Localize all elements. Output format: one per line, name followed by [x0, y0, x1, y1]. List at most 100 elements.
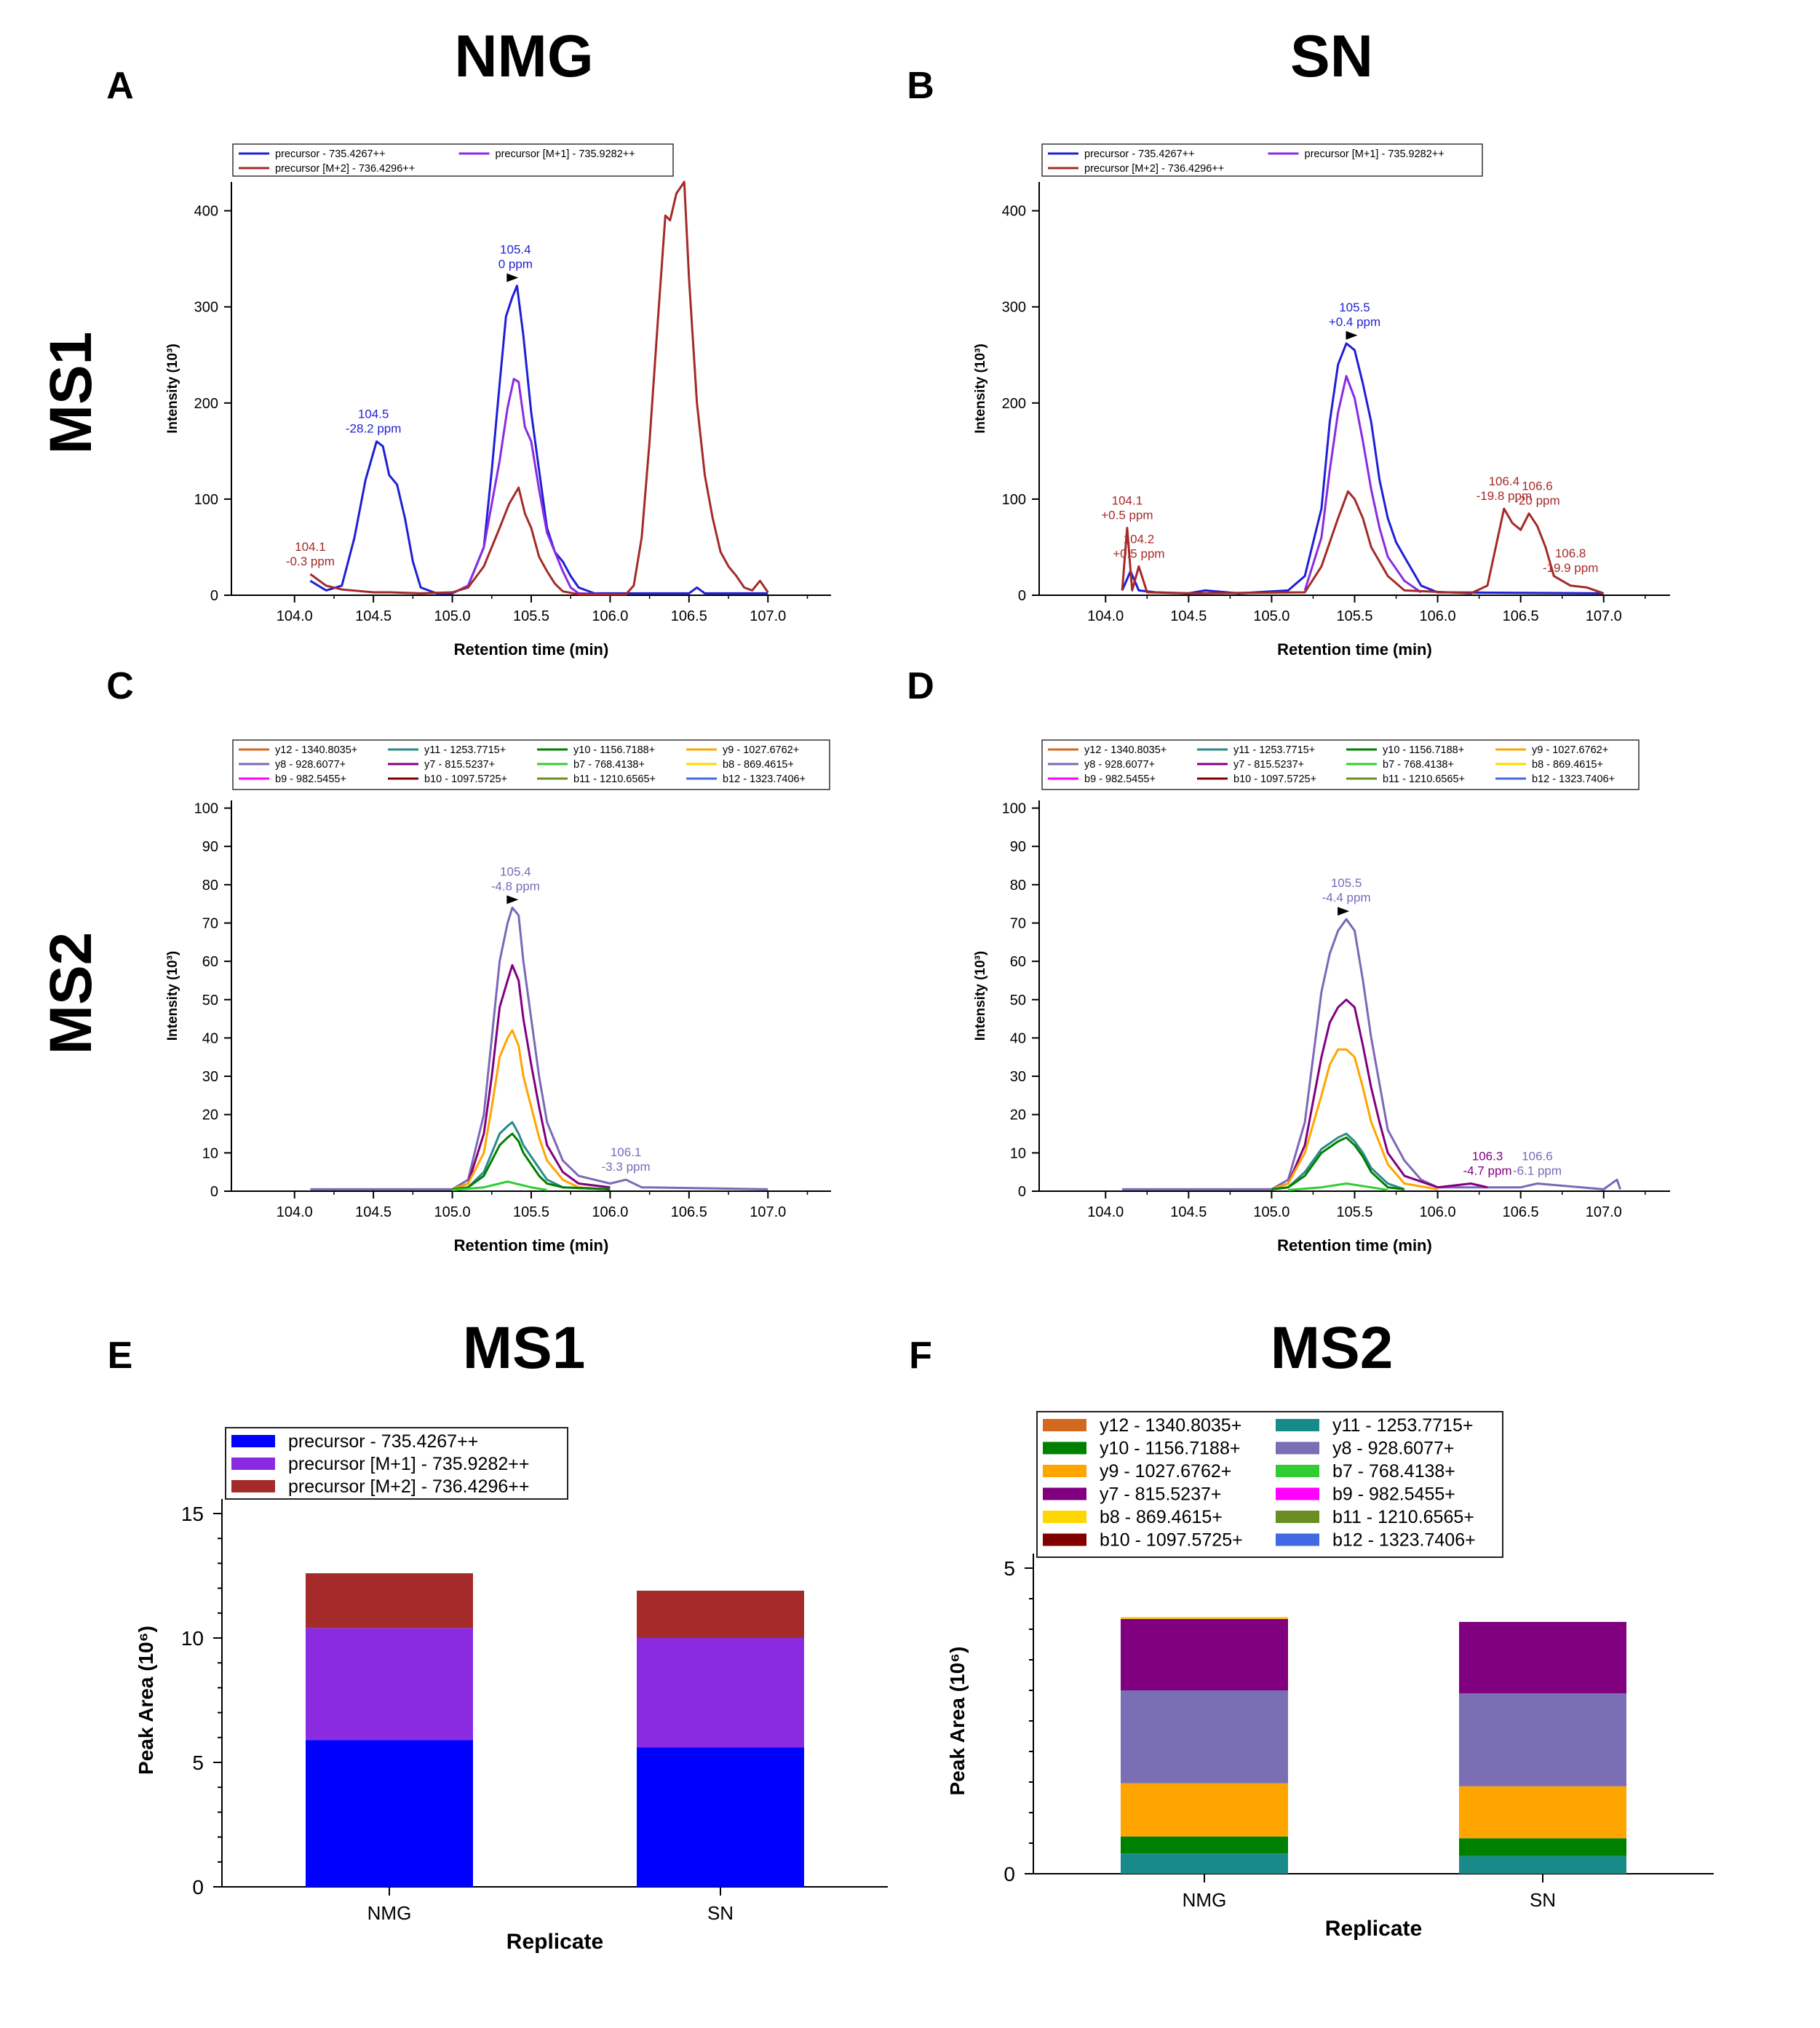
legend-label: b7 - 768.4138+: [1332, 1461, 1455, 1482]
legend-swatch: [1043, 1419, 1086, 1431]
legend-label: precursor [M+2] - 736.4296++: [288, 1476, 529, 1497]
legend-box: [1036, 1411, 1503, 1558]
series-line: [1271, 1132, 1405, 1190]
annotation-rt: 106.3: [1472, 1149, 1503, 1163]
panel-letter-e: E: [108, 1335, 133, 1377]
legend-swatch: [1276, 1419, 1319, 1431]
legend-label: y12 - 1340.8035+: [1100, 1415, 1241, 1436]
y-tick-label: 100: [1002, 801, 1026, 817]
chart-f: 0 5 NMG SN Replicate Peak Area (10⁶) y12 - 134…: [946, 1411, 1714, 1941]
series-line: [452, 963, 611, 1190]
legend-label: b11 - 1210.6565+: [1383, 774, 1465, 785]
y-tick-label: 60: [1010, 954, 1026, 970]
y-tick-label: 20: [1010, 1108, 1026, 1124]
y-tick-label: 400: [194, 204, 218, 220]
bottom-title-ms1: MS1: [463, 1315, 586, 1381]
chart-a: 104.0 104.5 105.0 105.5 106.0 106.5 107.0 0 100 2…: [165, 143, 831, 659]
x-tick-label: 106.5: [671, 1204, 707, 1220]
legend-swatch: [1043, 1442, 1086, 1455]
legend-label: y11 - 1253.7715+: [1332, 1415, 1473, 1436]
bar-segment: [306, 1740, 473, 1887]
legend-label: b8 - 869.4615+: [1532, 759, 1603, 771]
annotation-rt: 106.6: [1522, 1149, 1553, 1163]
annotation-rt: 105.5: [1339, 301, 1370, 314]
y-tick-label: 70: [1010, 915, 1026, 931]
legend-label: y7 - 815.5237+: [424, 759, 495, 771]
bar-segment: [306, 1573, 473, 1629]
bar-segment: [637, 1747, 804, 1887]
legend-swatch: [1276, 1465, 1319, 1477]
bar-segment: [1459, 1786, 1626, 1839]
annotation-ppm: -6.1 ppm: [1513, 1164, 1562, 1177]
peak-marker: [1338, 907, 1350, 916]
y-tick-label: 10: [181, 1627, 204, 1650]
panel-letter-a: A: [106, 65, 134, 107]
x-tick-label: SN: [1530, 1889, 1556, 1911]
x-tick-label: 104.5: [355, 608, 392, 624]
x-tick-label: 107.0: [750, 608, 786, 624]
y-tick-label: 80: [1010, 878, 1026, 894]
y-tick-label: 10: [202, 1145, 218, 1161]
legend-label: y7 - 815.5237+: [1233, 759, 1304, 771]
annotation-ppm: -3.3 ppm: [602, 1160, 651, 1174]
annotation-rt: 106.6: [1522, 480, 1553, 493]
x-tick-label: 107.0: [1586, 1204, 1622, 1220]
series-line: [1121, 342, 1604, 595]
annotation-ppm: -19.8 ppm: [1477, 489, 1533, 503]
x-tick-label: 104.5: [1170, 608, 1207, 624]
series-line: [1303, 375, 1422, 594]
annotation-rt: 104.2: [1124, 532, 1155, 546]
x-axis-label: Retention time (min): [1277, 640, 1432, 659]
y-tick-label: 0: [1018, 1184, 1026, 1200]
x-tick-label: 105.0: [1253, 1204, 1290, 1220]
y-tick-label: 40: [1010, 1030, 1026, 1046]
y-tick-label: 100: [1002, 492, 1026, 508]
legend-label: b10 - 1097.5725+: [1233, 774, 1316, 785]
annotation-rt: 105.5: [1331, 876, 1362, 890]
annotation-rt: 106.1: [611, 1145, 642, 1159]
legend-box: [225, 1427, 568, 1500]
y-tick-label: 200: [194, 396, 218, 412]
annotation-rt: 105.4: [500, 243, 531, 257]
x-tick-label: 104.5: [1170, 1204, 1207, 1220]
legend-label: y11 - 1253.7715+: [1233, 744, 1315, 756]
series-line: [452, 1132, 611, 1190]
x-tick-label: 105.5: [513, 608, 549, 624]
legend-box: [232, 739, 830, 790]
legend-label: precursor [M+1] - 735.9282++: [288, 1454, 529, 1474]
bar-segment: [1459, 1838, 1626, 1856]
legend-label: precursor - 735.4267++: [288, 1431, 478, 1452]
annotation-ppm: -0.3 ppm: [286, 554, 335, 568]
y-tick-label: 100: [194, 492, 218, 508]
y-axis-label: Peak Area (10⁶): [946, 1647, 969, 1796]
x-tick-label: 106.0: [1420, 608, 1456, 624]
y-axis-label: Intensity (10³): [973, 951, 988, 1041]
legend-label: y9 - 1027.6762+: [723, 744, 799, 756]
legend-swatch: [1043, 1533, 1086, 1546]
legend-label: b9 - 982.5455+: [275, 774, 346, 785]
legend-swatch: [231, 1480, 275, 1492]
y-tick-label: 0: [210, 1184, 218, 1200]
x-tick-label: 104.5: [355, 1204, 392, 1220]
legend-swatch: [1276, 1533, 1319, 1546]
legend-label: b12 - 1323.7406+: [1332, 1530, 1476, 1551]
x-tick-label: 105.0: [1253, 608, 1290, 624]
x-tick-label: 105.0: [434, 1204, 471, 1220]
row-title-ms2: MS2: [38, 932, 104, 1055]
legend-label: precursor - 735.4267++: [275, 148, 386, 160]
annotation-rt: 106.8: [1555, 546, 1586, 560]
legend-swatch: [231, 1435, 275, 1447]
legend-label: y8 - 928.6077+: [1084, 759, 1155, 771]
bar-segment: [306, 1628, 473, 1741]
x-tick-label: 106.0: [1420, 1204, 1456, 1220]
bar-segment: [1121, 1853, 1288, 1874]
x-tick-label: 106.5: [1503, 1204, 1539, 1220]
x-tick-label: 105.5: [1336, 608, 1372, 624]
legend-label: b7 - 768.4138+: [1383, 759, 1454, 771]
y-tick-label: 20: [202, 1108, 218, 1124]
bar-segment: [1121, 1783, 1288, 1837]
y-tick-label: 10: [1010, 1145, 1026, 1161]
legend-label: b8 - 869.4615+: [1100, 1507, 1223, 1527]
column-title-sn: SN: [1290, 23, 1373, 90]
legend-label: y10 - 1156.7188+: [573, 744, 655, 756]
